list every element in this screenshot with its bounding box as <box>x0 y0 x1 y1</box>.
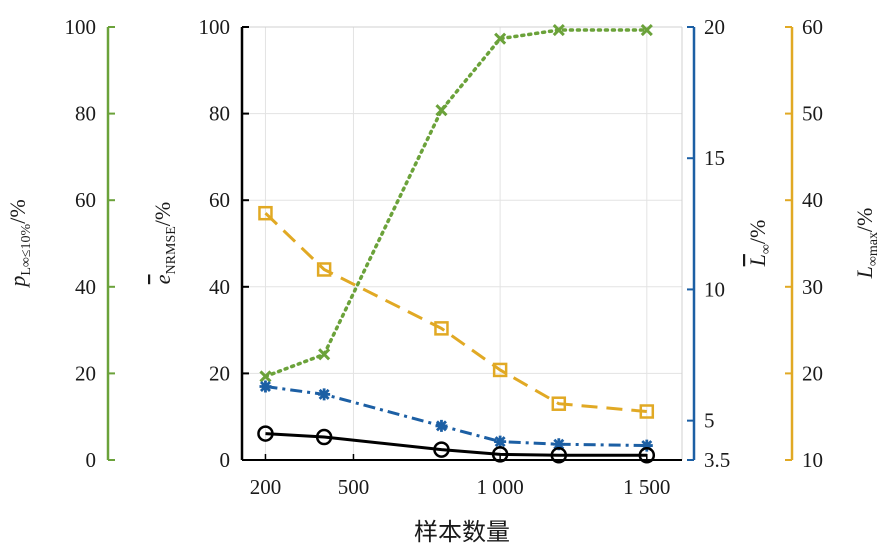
data-point <box>551 396 567 411</box>
x-tick-label: 1 500 <box>623 475 670 499</box>
y-tick-label-p: 0 <box>86 448 97 472</box>
y-axis-title-text-e: eNRMSE/% <box>150 202 179 284</box>
y-axis-title-text-p: pL∞≤10%/% <box>5 199 34 288</box>
y-tick-label-Lmax: 60 <box>802 15 823 39</box>
axis-title-sub: ∞max <box>866 232 881 266</box>
series-e <box>257 425 656 464</box>
series-line-L <box>265 385 647 448</box>
data-point <box>318 348 331 361</box>
y-tick-label-e: 0 <box>220 448 231 472</box>
axis-title-unit: /% <box>745 220 770 244</box>
data-point <box>318 388 331 401</box>
axis-title-main: p <box>5 276 30 289</box>
data-point <box>552 438 565 451</box>
axis-title-unit: /% <box>150 202 175 226</box>
x-tick-label: 500 <box>338 475 370 499</box>
y-tick-label-e: 40 <box>209 275 230 299</box>
y-tick-label-Lmax: 30 <box>802 275 823 299</box>
y-tick-label-Lmax: 20 <box>802 361 823 385</box>
y-axis-title-e: eNRMSE/% <box>150 202 179 284</box>
data-point <box>494 32 507 45</box>
data-point <box>494 435 507 448</box>
axis-title-sub: NRMSE <box>164 226 179 274</box>
data-point <box>435 104 448 117</box>
data-point <box>434 321 449 336</box>
y-tick-label-p: 80 <box>75 102 96 126</box>
data-point <box>492 362 508 378</box>
y-tick-label-L: 5 <box>704 409 715 433</box>
y-axis-title-text-L: L∞/% <box>745 220 774 268</box>
y-tick-label-p: 40 <box>75 275 96 299</box>
axis-title-sub: L∞≤10% <box>19 223 34 275</box>
series-Lmax <box>258 205 655 419</box>
y-axis-title-p: pL∞≤10%/% <box>5 199 34 288</box>
x-tick-label: 1 000 <box>477 475 524 499</box>
data-point <box>259 380 272 393</box>
plot-frame <box>242 26 683 460</box>
data-point <box>315 428 333 446</box>
x-axis-label: 样本数量 <box>414 518 510 546</box>
y-tick-label-e: 100 <box>199 15 231 39</box>
data-point <box>433 441 450 458</box>
y-axis-title-text-Lmax: L∞max/% <box>852 208 881 280</box>
data-point <box>258 205 273 221</box>
y-tick-label-L: 20 <box>704 15 725 39</box>
x-tick-label: 200 <box>250 475 282 499</box>
y-tick-label-p: 60 <box>75 188 96 212</box>
data-point <box>638 446 656 464</box>
series-p <box>259 23 653 383</box>
y-tick-label-p: 20 <box>75 361 96 385</box>
series-line-e <box>265 432 647 457</box>
y-tick-label-L: 10 <box>704 277 725 301</box>
axes: 200 500 1 000 1 500 0 20 40 60 80 100 0 20 40 60 80 100… <box>65 15 824 499</box>
data-point <box>552 23 565 37</box>
series-line-Lmax <box>264 212 647 413</box>
y-tick-label-p: 100 <box>65 15 97 39</box>
data-point <box>435 419 448 432</box>
y-axis-title-Lmax: L∞max/% <box>852 208 881 280</box>
y-tick-label-e: 60 <box>209 188 230 212</box>
axis-title-unit: /% <box>852 208 877 232</box>
data-point <box>316 262 332 277</box>
grid <box>242 26 682 461</box>
data-point <box>550 446 568 464</box>
y-tick-label-Lmax: 50 <box>802 102 823 126</box>
y-tick-label-e: 80 <box>209 102 230 126</box>
y-axis-title-L: L∞/% <box>745 220 774 268</box>
data-point <box>257 425 274 442</box>
data-point <box>639 404 655 419</box>
axis-title-main: e <box>150 274 175 284</box>
axis-title-main: L <box>745 254 770 267</box>
axis-title-unit: /% <box>5 199 30 223</box>
data-point <box>640 439 653 452</box>
y-tick-label-Lmax: 40 <box>802 188 823 212</box>
data-point <box>491 446 509 463</box>
y-tick-label-L: 15 <box>704 146 725 170</box>
series-line-p <box>263 28 649 379</box>
data-point <box>259 370 272 383</box>
axis-title-main: L <box>852 266 877 279</box>
axis-titles: 样本数量 pL∞≤10%/%eNRMSE/%L∞/%L∞max/% <box>5 199 881 546</box>
series-L <box>259 380 653 452</box>
y-tick-label-L: 3.5 <box>704 448 730 472</box>
y-tick-label-Lmax: 10 <box>802 448 823 472</box>
data-point <box>640 23 653 37</box>
axis-title-sub: ∞ <box>759 244 774 254</box>
series <box>257 23 656 464</box>
y-tick-label-e: 20 <box>209 361 230 385</box>
